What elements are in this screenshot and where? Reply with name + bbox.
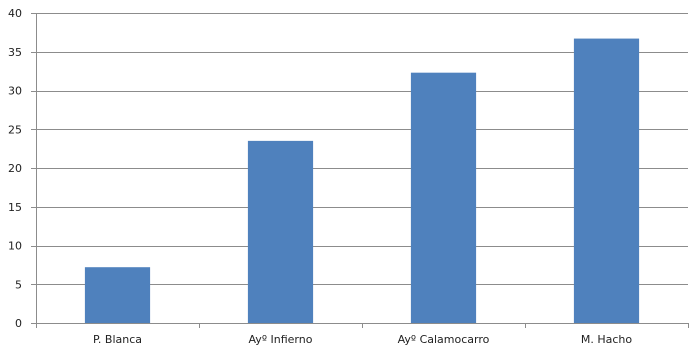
- x-tick-label: M. Hacho: [581, 333, 633, 346]
- x-tick-label: P. Blanca: [93, 333, 142, 346]
- bar-3: [410, 72, 477, 323]
- x-tick-label: Ayº Calamocarro: [398, 333, 490, 346]
- y-tick-label: 40: [8, 7, 22, 20]
- y-tick-labels: 0 5 10 15 20 25 30 35 40: [8, 7, 22, 330]
- y-tick-label: 25: [8, 123, 22, 136]
- bar-1: [84, 267, 151, 323]
- y-tick-label: 35: [8, 46, 22, 59]
- bars: [84, 38, 640, 323]
- x-tick-labels: P. Blanca Ayº Infierno Ayº Calamocarro M. H…: [93, 333, 632, 346]
- y-tick-label: 0: [15, 317, 22, 330]
- bar-4: [573, 38, 640, 323]
- y-tick-label: 30: [8, 85, 22, 98]
- gridlines: [36, 13, 688, 285]
- y-tick-label: 20: [8, 162, 22, 175]
- bar-2: [247, 140, 314, 323]
- x-tick-label: Ayº Infierno: [249, 333, 313, 346]
- axes: [31, 13, 689, 328]
- y-tick-label: 10: [8, 240, 22, 253]
- y-tick-label: 5: [15, 278, 22, 291]
- y-tick-label: 15: [8, 201, 22, 214]
